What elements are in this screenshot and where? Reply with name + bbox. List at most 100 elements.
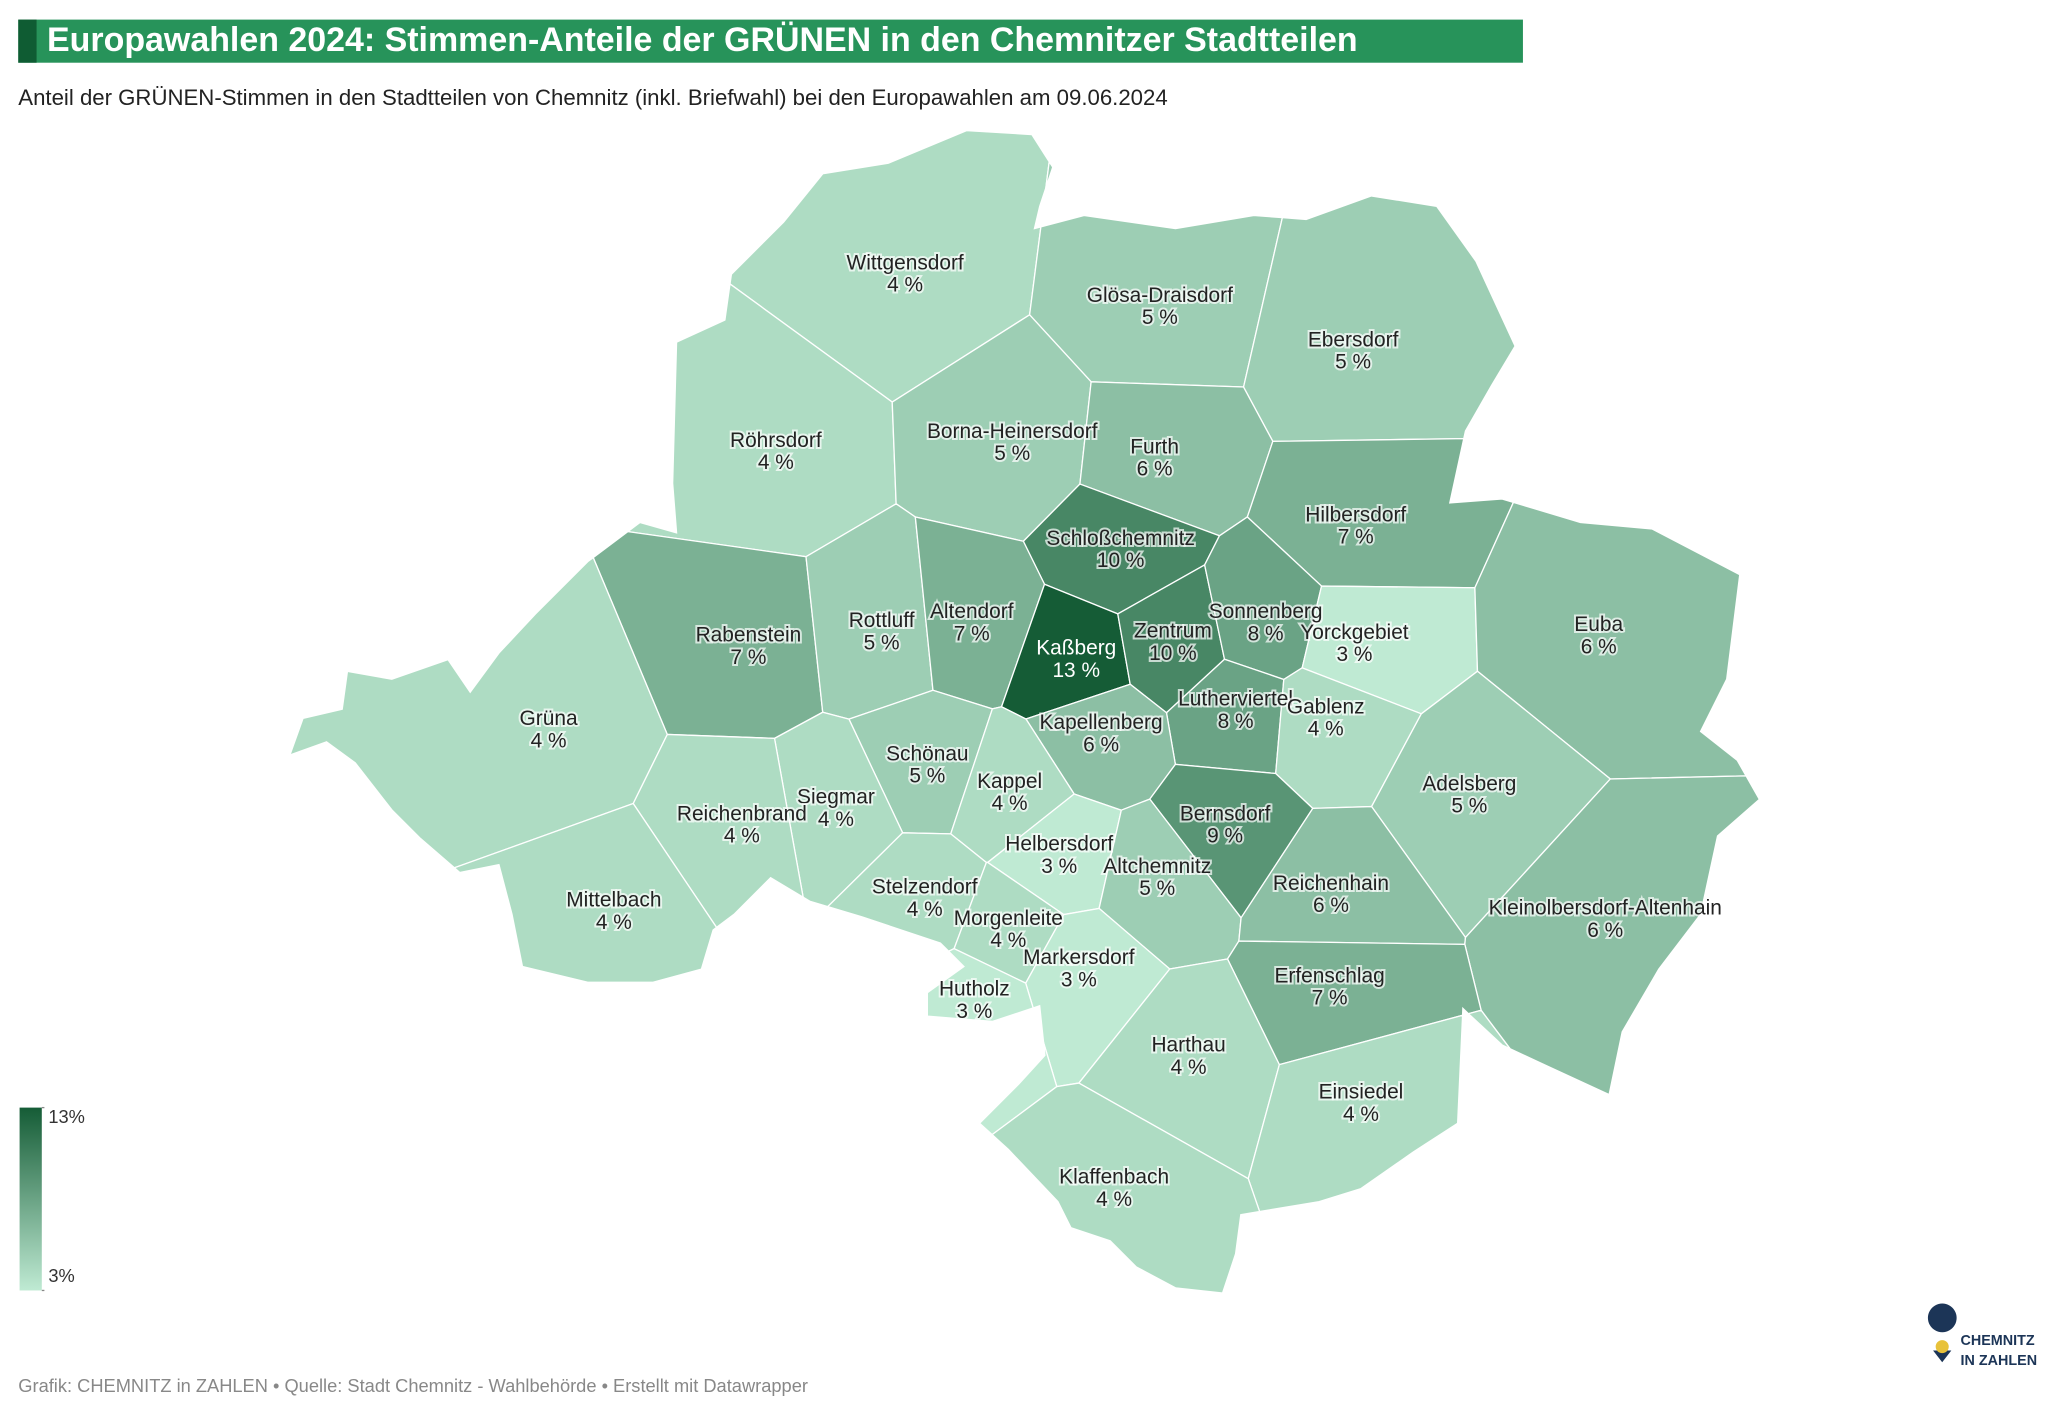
district-value: 4 % [1171, 1056, 1207, 1079]
district-value: 4 % [992, 792, 1028, 815]
district-value: 9 % [1207, 825, 1243, 848]
district-value: 3 % [1061, 968, 1097, 991]
district-name: Röhrsdorf [730, 429, 822, 452]
district-value: 8 % [1218, 710, 1254, 733]
district-name: Erfenschlag [1275, 965, 1385, 988]
district-name: Lutherviertel [1178, 688, 1293, 711]
district-value: 5 % [1451, 795, 1487, 818]
district-value: 5 % [1139, 877, 1175, 900]
district [773, 711, 904, 908]
legend-bar [19, 1107, 42, 1291]
district-value: 5 % [909, 765, 945, 788]
district-value: 8 % [1248, 622, 1284, 645]
district-value: 4 % [758, 451, 794, 474]
district-value: 7 % [1312, 987, 1348, 1010]
district-name: Yorckgebiet [1300, 621, 1409, 644]
district-name: Rabenstein [696, 624, 802, 647]
district-name: Kaßberg [1036, 637, 1116, 660]
district-name: Grüna [520, 707, 578, 730]
district-value: 5 % [994, 442, 1030, 465]
district [1028, 159, 1284, 388]
district-value: 4 % [990, 929, 1026, 952]
district-value: 6 % [1587, 919, 1623, 942]
legend-label: 13% [48, 1106, 85, 1127]
district [1247, 1009, 1511, 1213]
district-name: Klaffenbach [1059, 1166, 1169, 1189]
district-value: 13 % [1052, 659, 1100, 682]
title-box [18, 19, 1523, 63]
footer: Grafik: CHEMNITZ in ZAHLEN • Quelle: Sta… [18, 1375, 808, 1396]
district-value: 5 % [864, 631, 900, 654]
district [991, 1082, 1261, 1294]
district-name: Sonnenberg [1209, 600, 1323, 623]
district-name: Rottluff [849, 609, 915, 632]
district-name: Helbersdorf [1005, 833, 1113, 856]
district-name: Furth [1130, 436, 1179, 459]
district-name: Mittelbach [566, 889, 661, 912]
district-value: 7 % [730, 646, 766, 669]
district-value: 3 % [1336, 643, 1372, 666]
district-value: 6 % [1137, 458, 1173, 481]
district-name: Markersdorf [1023, 946, 1135, 969]
district-name: Einsiedel [1319, 1081, 1404, 1104]
logo-text: IN ZAHLEN [1960, 1353, 2037, 1369]
district-value: 5 % [1142, 306, 1178, 329]
district-value: 7 % [954, 622, 990, 645]
map [288, 129, 1761, 1294]
district-name: Siegmar [797, 786, 875, 809]
district-value: 4 % [907, 898, 943, 921]
district-name: Bernsdorf [1180, 803, 1271, 826]
district-value: 10 % [1149, 642, 1197, 665]
district-name: Glösa-Draisdorf [1087, 284, 1233, 307]
legend: 13% 3% [41, 1106, 85, 1292]
district [1474, 501, 1748, 780]
district-name: Borna-Heinersdorf [927, 420, 1098, 443]
legend-label: 3% [48, 1265, 74, 1286]
district [288, 556, 669, 869]
district-value: 4 % [724, 825, 760, 848]
district-value: 4 % [887, 274, 923, 297]
district-value: 4 % [1343, 1103, 1379, 1126]
district-name: Reichenhain [1273, 872, 1389, 895]
district-value: 6 % [1313, 894, 1349, 917]
district-value: 10 % [1097, 549, 1145, 572]
district-value: 6 % [1581, 635, 1617, 658]
district-value: 5 % [1335, 351, 1371, 374]
district-name: Kleinolbersdorf-Altenhain [1489, 897, 1722, 920]
district-name: Reichenbrand [677, 803, 807, 826]
district-value: 3 % [956, 1000, 992, 1023]
logo-dot [1935, 1340, 1949, 1354]
district-name: Schönau [886, 742, 968, 765]
district-value: 4 % [1308, 718, 1344, 741]
district-name: Kappel [977, 770, 1042, 793]
district-name: Altendorf [930, 600, 1014, 623]
district-name: Adelsberg [1422, 773, 1516, 796]
district-value: 4 % [1096, 1188, 1132, 1211]
district-name: Kapellenberg [1040, 711, 1163, 734]
district-name: Schloßchemnitz [1046, 527, 1195, 550]
district-name: Euba [1574, 613, 1623, 636]
district-value: 7 % [1338, 526, 1374, 549]
district-name: Wittgensdorf [847, 251, 964, 274]
district [1242, 195, 1516, 443]
district [926, 947, 1058, 1136]
district-name: Morgenleite [954, 907, 1063, 930]
district-name: Ebersdorf [1308, 328, 1399, 351]
district-name: Stelzendorf [872, 876, 978, 899]
chart-title: Europawahlen 2024: Stimmen-Anteile der G… [47, 21, 1358, 59]
district-name: Altchemnitz [1103, 855, 1211, 878]
district-value: 4 % [596, 911, 632, 934]
district-value: 6 % [1083, 733, 1119, 756]
district-value: 4 % [818, 808, 854, 831]
title-accent [18, 19, 37, 63]
district-name: Zentrum [1134, 620, 1212, 643]
district-name: Hilbersdorf [1305, 503, 1406, 526]
logo-icon [1927, 1303, 1957, 1363]
district-name: Gablenz [1287, 695, 1365, 718]
logo-text: CHEMNITZ [1960, 1333, 2034, 1349]
district [1464, 775, 1761, 1096]
district-name: Harthau [1151, 1034, 1225, 1057]
district-value: 3 % [1041, 855, 1077, 878]
